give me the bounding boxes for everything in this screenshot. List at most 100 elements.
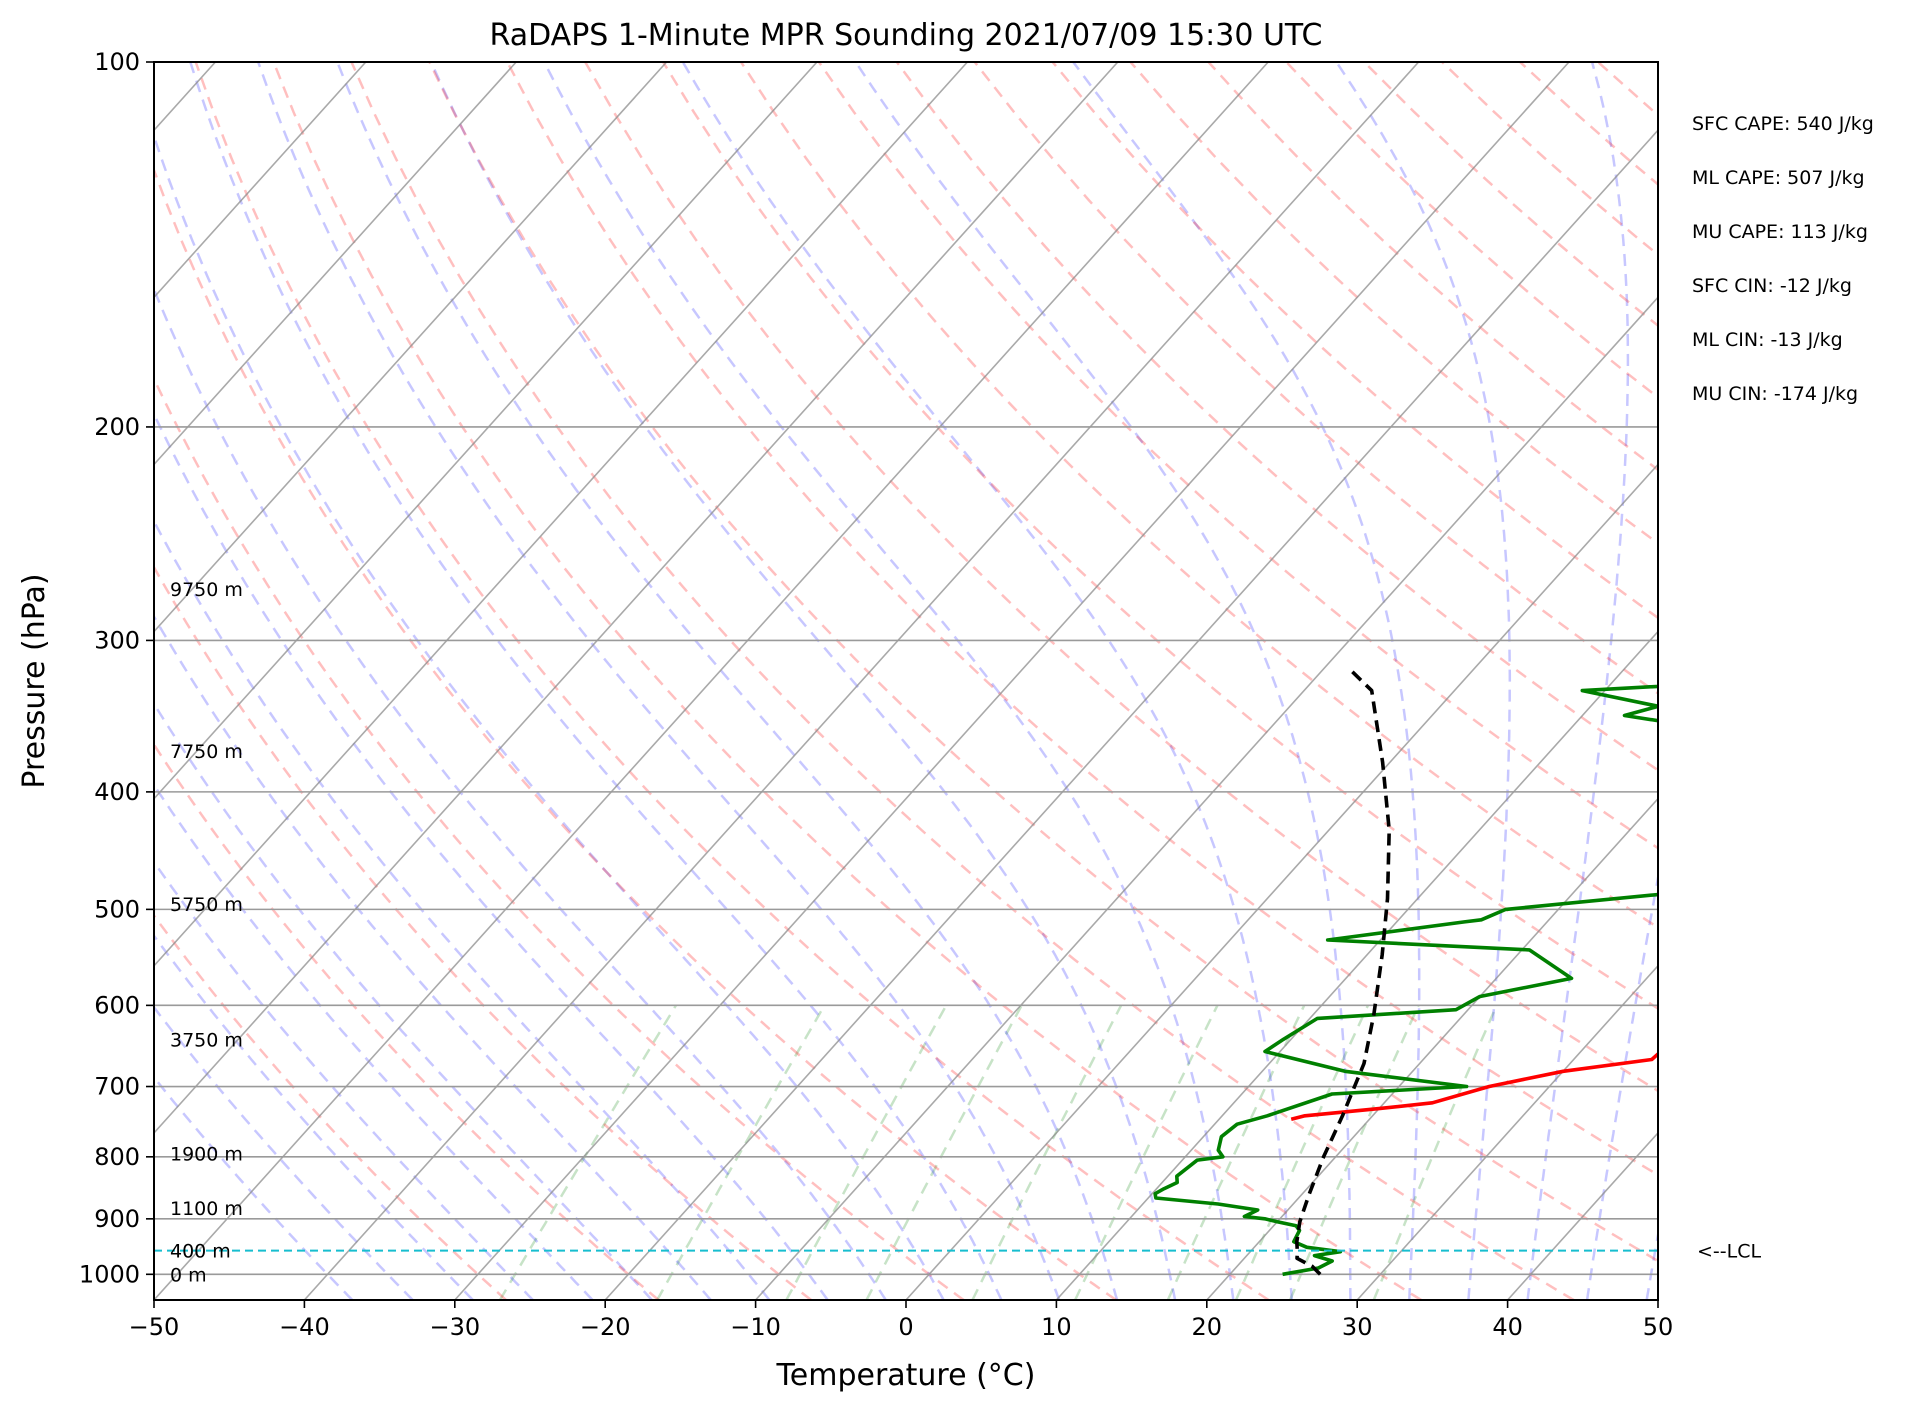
isotherm-line bbox=[1657, 1298, 1658, 1300]
dry-adiabat-line bbox=[1051, 62, 1658, 620]
dry-adiabat-line bbox=[1363, 62, 1658, 328]
y-tick-label: 900 bbox=[94, 1205, 140, 1233]
x-tick-label: −20 bbox=[580, 1313, 631, 1341]
dry-adiabat-line bbox=[506, 62, 1658, 1177]
moist-adiabat-line bbox=[1072, 62, 1421, 1300]
x-tick-label: −30 bbox=[429, 1313, 480, 1341]
x-tick-label: 40 bbox=[1492, 1313, 1523, 1341]
mixing-ratio-line bbox=[1372, 1004, 1498, 1300]
dry-adiabat-line bbox=[1832, 62, 1911, 1300]
mixing-ratio-line bbox=[971, 1004, 1123, 1300]
dry-adiabat-line bbox=[350, 62, 1575, 1300]
stat-label: MU CIN: -174 J/kg bbox=[1692, 383, 1858, 405]
x-tick-label: 0 bbox=[898, 1313, 913, 1341]
isotherm-line bbox=[604, 129, 1658, 1300]
x-axis-label: Temperature (°C) bbox=[776, 1358, 1036, 1393]
x-axis-ticks: −50 −40 −30 −20 −10 0 10 20 30 40 50 bbox=[129, 1300, 1674, 1341]
moist-adiabat-line bbox=[154, 411, 829, 1300]
moist-adiabat-line bbox=[154, 132, 945, 1300]
isotherm-line bbox=[154, 62, 1269, 1300]
dry-adiabat-line bbox=[584, 62, 1658, 1093]
dry-adiabat-line bbox=[895, 62, 1658, 772]
moist-adiabat-line bbox=[154, 1005, 414, 1300]
height-label: 400 m bbox=[170, 1241, 231, 1263]
height-label: 9750 m bbox=[170, 579, 243, 601]
mixing-ratio-line bbox=[785, 1004, 948, 1300]
plot-frame bbox=[153, 61, 1659, 1301]
moist-adiabat-line bbox=[154, 859, 534, 1300]
lcl-label: <--LCL bbox=[1697, 1241, 1761, 1263]
y-tick-label: 500 bbox=[94, 895, 140, 923]
dry-adiabat-line bbox=[154, 166, 1117, 1300]
dry-adiabat-line bbox=[1676, 62, 1911, 1300]
sounding-stats: SFC CAPE: 540 J/kg ML CAPE: 507 J/kg MU CA… bbox=[1692, 113, 1874, 405]
height-label: 0 m bbox=[170, 1264, 207, 1286]
isotherm-line bbox=[1206, 797, 1658, 1300]
moist-adiabat-line bbox=[1335, 62, 1512, 1300]
dry-adiabat-line bbox=[272, 62, 1422, 1300]
dry-adiabat-line bbox=[662, 62, 1658, 1010]
mixing-ratio-line bbox=[1234, 1004, 1370, 1300]
dry-adiabat-line bbox=[739, 62, 1658, 930]
height-label: 1900 m bbox=[170, 1144, 243, 1166]
dry-adiabat-line bbox=[194, 62, 1270, 1300]
moist-adiabat-line bbox=[154, 286, 887, 1300]
dry-adiabat-line bbox=[1597, 62, 1658, 117]
chart-title: RaDAPS 1-Minute MPR Sounding 2021/07/09 … bbox=[490, 18, 1323, 53]
height-labels: 9750 m 7750 m 5750 m 3750 m 1900 m 1100 m 400 … bbox=[170, 579, 243, 1286]
x-tick-label: 10 bbox=[1041, 1313, 1072, 1341]
dry-adiabat-line bbox=[1754, 62, 1911, 1300]
dry-adiabat-line bbox=[973, 62, 1658, 695]
y-axis-ticks: 100 200 300 400 500 600 700 800 900 1000 bbox=[79, 48, 154, 1288]
y-tick-label: 600 bbox=[94, 991, 140, 1019]
moist-adiabats bbox=[154, 62, 1658, 1300]
isotherm-line bbox=[905, 463, 1658, 1300]
moist-adiabat-line bbox=[154, 782, 594, 1300]
dry-adiabat-line bbox=[1129, 62, 1658, 545]
moist-adiabat-line bbox=[257, 62, 1061, 1300]
y-tick-label: 300 bbox=[94, 626, 140, 654]
dry-adiabat-line bbox=[154, 564, 812, 1300]
height-label: 7750 m bbox=[170, 741, 243, 763]
mixing-ratio-line bbox=[1073, 1004, 1219, 1300]
moist-adiabat-line bbox=[154, 701, 653, 1300]
isotherm-line bbox=[154, 62, 517, 466]
dry-adiabat-line bbox=[428, 62, 1658, 1263]
x-tick-label: −50 bbox=[129, 1313, 180, 1341]
y-tick-label: 700 bbox=[94, 1073, 140, 1101]
stat-label: ML CIN: -13 J/kg bbox=[1692, 329, 1843, 351]
dry-adiabat-line bbox=[1441, 62, 1658, 257]
x-tick-label: 50 bbox=[1643, 1313, 1674, 1341]
isotherm-line bbox=[1507, 1131, 1658, 1300]
isotherm-line bbox=[454, 62, 1570, 1300]
height-label: 1100 m bbox=[170, 1198, 243, 1220]
dry-adiabat-line bbox=[154, 375, 965, 1300]
mixing-ratio-line bbox=[865, 1004, 1023, 1300]
dewpoint-line bbox=[1153, 684, 1658, 1277]
isotherm-line bbox=[154, 62, 1119, 1135]
dry-adiabat-line bbox=[154, 913, 507, 1300]
temperature-line bbox=[1290, 1051, 1658, 1122]
moist-adiabat-line bbox=[154, 518, 771, 1300]
y-axis-label: Pressure (hPa) bbox=[17, 573, 52, 788]
moist-adiabat-line bbox=[1585, 870, 1658, 1300]
moist-adiabat-line bbox=[543, 62, 1235, 1300]
y-tick-label: 400 bbox=[94, 778, 140, 806]
stat-label: SFC CIN: -12 J/kg bbox=[1692, 275, 1852, 297]
moist-adiabat-line bbox=[854, 62, 1352, 1300]
x-tick-label: 30 bbox=[1342, 1313, 1373, 1341]
moist-adiabat-line bbox=[429, 62, 1177, 1300]
stat-label: MU CAPE: 113 J/kg bbox=[1692, 221, 1868, 243]
isotherm-line bbox=[154, 62, 367, 299]
isotherm-line bbox=[755, 296, 1658, 1300]
mixing-ratio-lines bbox=[498, 1004, 1498, 1300]
mixing-ratio-line bbox=[1288, 1004, 1420, 1300]
mixing-ratio-line bbox=[498, 1004, 677, 1300]
y-tick-label: 100 bbox=[94, 48, 140, 76]
y-tick-label: 1000 bbox=[79, 1260, 140, 1288]
dry-adiabat-line bbox=[154, 742, 660, 1300]
mixing-ratio-line bbox=[1166, 1004, 1306, 1300]
mixing-ratio-line bbox=[656, 1004, 826, 1300]
isotherm-line bbox=[1356, 964, 1658, 1300]
